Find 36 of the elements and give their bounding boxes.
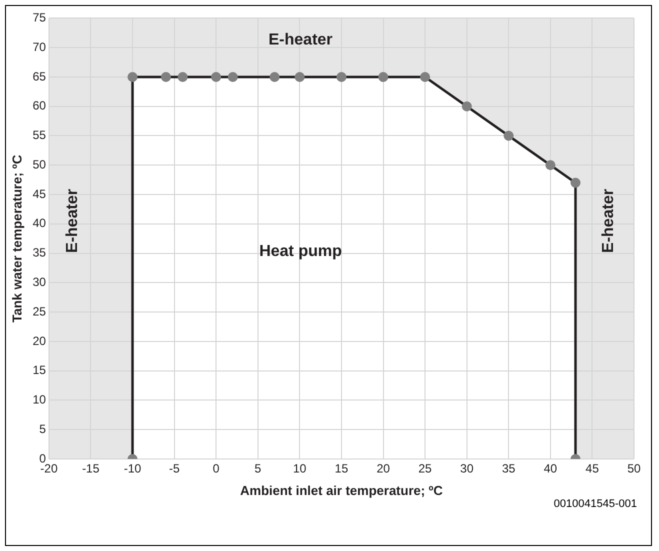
x-tick-label: -5 [168, 462, 180, 476]
annotation: E-heater [64, 188, 81, 253]
y-tick-label: 15 [32, 363, 46, 378]
y-tick-label: 70 [32, 40, 46, 54]
x-tick-label: 40 [544, 462, 558, 476]
y-tick-label: 50 [32, 157, 46, 172]
y-axis-title: Tank water temperature; ºC [9, 154, 24, 322]
y-tick-label: 35 [32, 246, 46, 260]
text: 0010041545-001 [554, 498, 637, 510]
y-tick-label: 25 [32, 304, 46, 318]
x-tick-label: 15 [334, 462, 348, 476]
y-tick-label: 55 [32, 128, 46, 142]
x-tick-label: 0 [212, 462, 220, 476]
x-tick-label: 30 [460, 462, 474, 476]
y-tick-label: 20 [32, 334, 46, 348]
y-tick-label: 75 [32, 10, 46, 25]
annotation: Heat pump [259, 243, 342, 260]
x-tick-label: -10 [124, 462, 142, 476]
y-tick-label: 5 [39, 422, 46, 436]
y-tick-label: 30 [32, 274, 46, 289]
x-tick-label: -15 [82, 462, 100, 476]
y-tick-label: 40 [32, 216, 46, 230]
y-tick-label: 60 [32, 98, 46, 113]
y-tick-label: 10 [32, 392, 46, 407]
y-tick-label: 45 [32, 186, 46, 201]
annotation: E-heater [600, 188, 618, 253]
x-tick-label: 45 [586, 462, 600, 476]
x-tick-label: 5 [254, 462, 262, 476]
x-tick-label: 10 [293, 462, 307, 476]
x-tick-label: 50 [627, 462, 641, 476]
x-tick-label: 20 [376, 462, 390, 476]
x-axis-title: Ambient inlet air temperature; ºC [240, 482, 444, 498]
annotation: E-heater [268, 32, 333, 49]
x-tick-label: 35 [502, 462, 516, 476]
x-tick-label: 25 [418, 462, 432, 476]
y-tick-label: 65 [32, 69, 46, 84]
